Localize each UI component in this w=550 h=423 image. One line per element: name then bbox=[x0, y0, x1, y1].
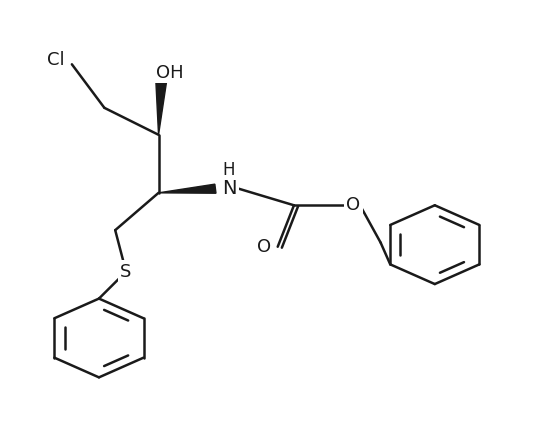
Text: N: N bbox=[222, 179, 236, 198]
Polygon shape bbox=[156, 81, 167, 135]
Text: O: O bbox=[346, 196, 361, 214]
Text: O: O bbox=[257, 238, 271, 256]
Text: OH: OH bbox=[156, 63, 183, 82]
Text: Cl: Cl bbox=[47, 51, 64, 69]
Text: S: S bbox=[120, 263, 132, 280]
Text: H: H bbox=[223, 161, 235, 179]
Polygon shape bbox=[158, 184, 216, 193]
